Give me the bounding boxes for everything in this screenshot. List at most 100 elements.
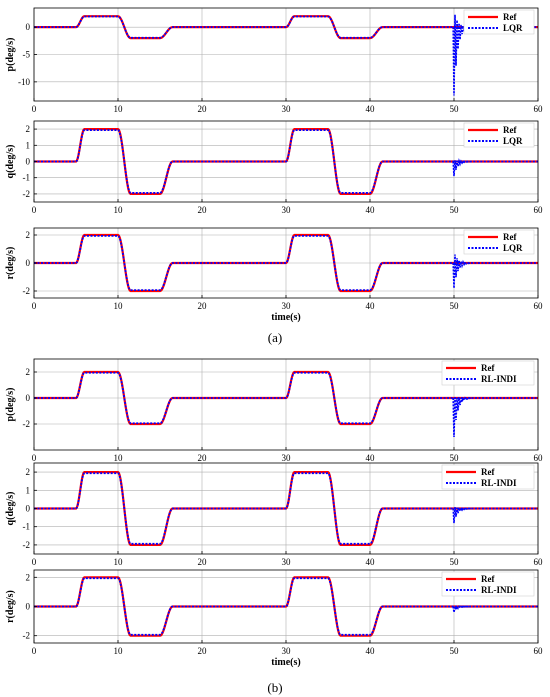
x-tick-label: 20 (198, 646, 208, 656)
x-tick-label: 30 (282, 205, 292, 215)
y-tick-label: 0 (26, 258, 31, 268)
x-axis-label: time(s) (271, 312, 300, 323)
legend-label-ref: Ref (481, 574, 495, 584)
x-tick-label: 40 (366, 646, 376, 656)
x-tick-label: 30 (282, 301, 292, 311)
legend-box (463, 229, 535, 255)
x-tick-label: 60 (534, 205, 544, 215)
x-tick-label: 10 (114, 646, 124, 656)
y-tick-label: 0 (26, 602, 31, 612)
x-tick-label: 0 (32, 646, 37, 656)
legend-box (463, 122, 535, 148)
x-tick-label: 0 (32, 205, 37, 215)
x-tick-label: 60 (534, 104, 544, 114)
y-tick-label: 1 (26, 140, 31, 150)
x-tick-label: 60 (534, 646, 544, 656)
x-tick-label: 0 (32, 453, 37, 463)
series-line-ctrl (34, 129, 538, 194)
series-spike-ctrl (452, 158, 471, 177)
legend-box (441, 464, 535, 490)
x-tick-label: 50 (450, 205, 460, 215)
y-tick-label: 0 (26, 504, 31, 514)
legend-label-ref: Ref (503, 12, 517, 22)
x-tick-label: 60 (534, 557, 544, 567)
y-tick-label: 2 (26, 230, 31, 240)
y-tick-label: -2 (23, 419, 31, 429)
series-spike-ctrl (452, 254, 471, 289)
x-tick-label: 0 (32, 557, 37, 567)
x-tick-label: 40 (366, 104, 376, 114)
y-axis-label: r(deg/s) (5, 590, 16, 623)
legend-label-ref: Ref (503, 125, 517, 135)
y-tick-label: 2 (26, 124, 31, 134)
x-tick-label: 10 (114, 205, 124, 215)
series-spike-ctrl (452, 395, 472, 438)
x-tick-label: 20 (198, 301, 208, 311)
legend-box (441, 571, 535, 597)
y-tick-label: -2 (23, 540, 31, 550)
series-line-ctrl (34, 15, 538, 39)
x-tick-label: 20 (198, 557, 208, 567)
x-axis-label: time(s) (271, 657, 300, 668)
series-line-ctrl (34, 371, 538, 425)
series-spike-ctrl (452, 604, 471, 613)
y-tick-label: 0 (26, 22, 31, 32)
legend-label-ctrl: RL-INDI (481, 478, 517, 488)
caption-a: (a) (268, 330, 282, 345)
y-tick-label: -10 (18, 77, 30, 87)
y-tick-label: 0 (26, 157, 31, 167)
caption-b: (b) (267, 680, 282, 695)
x-tick-label: 50 (450, 301, 460, 311)
x-tick-label: 30 (282, 557, 292, 567)
y-tick-label: -5 (23, 50, 31, 60)
legend-label-ctrl: RL-INDI (481, 374, 517, 384)
legend-label-ref: Ref (481, 363, 495, 373)
y-axis-label: q(deg/s) (5, 492, 16, 526)
x-tick-label: 20 (198, 453, 208, 463)
x-tick-label: 40 (366, 205, 376, 215)
x-tick-label: 10 (114, 453, 124, 463)
x-tick-label: 30 (282, 453, 292, 463)
x-tick-label: 60 (534, 301, 544, 311)
x-tick-label: 10 (114, 104, 124, 114)
x-tick-label: 50 (450, 453, 460, 463)
y-tick-label: -2 (23, 631, 31, 641)
x-tick-label: 40 (366, 453, 376, 463)
y-tick-label: 0 (26, 393, 31, 403)
y-tick-label: 2 (26, 467, 31, 477)
y-tick-label: -1 (23, 522, 31, 532)
x-tick-label: 50 (450, 104, 460, 114)
legend-label-ctrl: RL-INDI (481, 585, 517, 595)
x-tick-label: 20 (198, 205, 208, 215)
x-tick-label: 10 (114, 301, 124, 311)
legend-label-ctrl: LQR (503, 136, 523, 146)
x-tick-label: 40 (366, 557, 376, 567)
x-tick-label: 30 (282, 104, 292, 114)
y-tick-label: -2 (23, 189, 31, 199)
series-line-ctrl (34, 472, 538, 545)
series-line-ctrl (34, 577, 538, 636)
x-tick-label: 20 (198, 104, 208, 114)
x-tick-label: 10 (114, 557, 124, 567)
x-tick-label: 0 (32, 301, 37, 311)
y-axis-label: q(deg/s) (5, 145, 16, 179)
legend-box (463, 9, 535, 35)
y-tick-label: 2 (26, 572, 31, 582)
y-axis-label: p(deg/s) (5, 38, 16, 72)
y-axis-label: r(deg/s) (5, 247, 16, 280)
series-line-ctrl (34, 234, 538, 292)
x-tick-label: 60 (534, 453, 544, 463)
y-tick-label: -2 (23, 286, 31, 296)
y-tick-label: -1 (23, 173, 31, 183)
legend-label-ctrl: LQR (503, 23, 523, 33)
